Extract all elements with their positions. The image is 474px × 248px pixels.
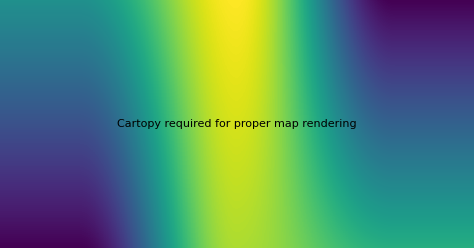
- Text: Cartopy required for proper map rendering: Cartopy required for proper map renderin…: [117, 119, 357, 129]
